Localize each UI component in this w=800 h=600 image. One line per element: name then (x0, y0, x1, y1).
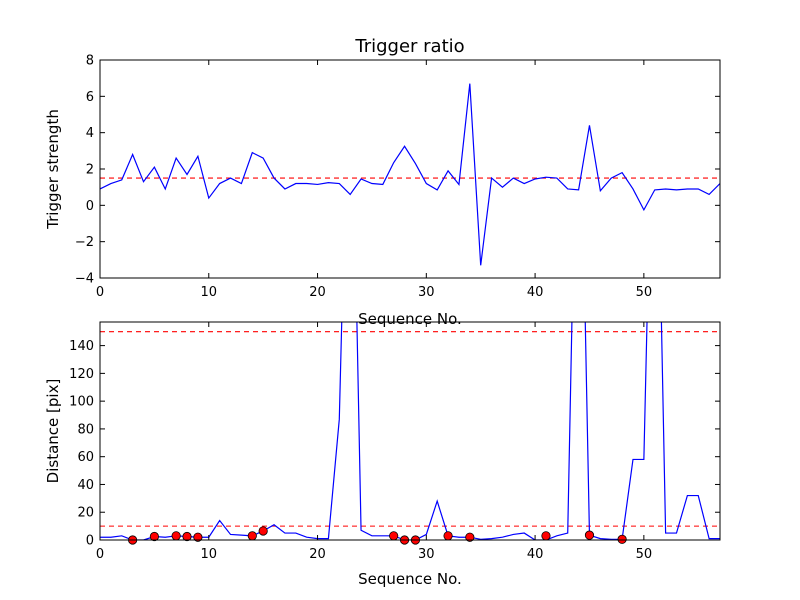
distance-x-tick-label: 20 (309, 547, 326, 562)
trigger-y-axis-label: Trigger strength (44, 109, 62, 230)
distance-y-tick-label: 140 (69, 339, 94, 354)
distance-axes-frame (99, 321, 721, 541)
trigger-x-tick-label: 50 (636, 285, 653, 300)
distance-marker-point (443, 531, 453, 541)
distance-marker-point (171, 531, 181, 541)
distance-y-tick-label: 40 (77, 478, 94, 493)
distance-marker-point (584, 530, 595, 540)
trigger-x-tick-label: 10 (200, 285, 217, 300)
distance-marker-point (258, 526, 268, 536)
distance-y-axis-label: Distance [pix] (44, 379, 62, 484)
distance-marker-point (541, 531, 551, 541)
distance-x-axis-label: Sequence No. (358, 570, 462, 588)
distance-marker-point (247, 531, 257, 541)
trigger-x-axis-label: Sequence No. (358, 310, 462, 328)
trigger-series-line-0 (100, 83, 720, 266)
distance-marker-point (149, 531, 159, 542)
distance-x-tick-label: 40 (527, 547, 544, 562)
trigger-x-tick-label: 20 (309, 285, 326, 300)
distance-marker-point (182, 531, 192, 542)
trigger-x-tick-label: 0 (96, 285, 104, 300)
distance-y-tick-label: 100 (69, 395, 94, 410)
distance-plot-area (100, 322, 720, 540)
trigger-x-tick-label: 40 (527, 285, 544, 300)
distance-y-tick-label: 120 (69, 367, 94, 382)
trigger-ratio-chart: 0 10 20 30 40 50 −4 −2 0 2 4 6 8 Sequence No. Trigger … (44, 36, 721, 328)
distance-marker-point (193, 532, 203, 542)
trigger-y-tick-label: 2 (86, 163, 94, 178)
distance-x-tick-label: 0 (96, 547, 104, 562)
distance-series-line-0 (100, 322, 720, 540)
distance-x-tick-label: 10 (200, 547, 217, 562)
trigger-y-tick-label: −2 (75, 235, 94, 250)
distance-y-tick-label: 0 (86, 534, 94, 549)
trigger-y-tick-label: 0 (86, 199, 94, 214)
distance-y-tick-label: 20 (77, 506, 94, 521)
trigger-y-tick-label: 8 (86, 54, 94, 69)
distance-x-tick-label: 30 (418, 547, 435, 562)
trigger-y-tick-label: 4 (86, 126, 94, 141)
distance-marker-point (389, 531, 399, 541)
trigger-x-tick-label: 30 (418, 285, 435, 300)
trigger-y-tick-label: −4 (75, 272, 94, 287)
trigger-plot-area (100, 83, 720, 266)
distance-marker-point (465, 532, 475, 542)
distance-marker-point (617, 534, 627, 544)
distance-chart: 0 10 20 30 40 50 0 20 40 60 80 100 120 140 Sequence No… (44, 321, 721, 588)
trigger-chart-title: Trigger ratio (354, 36, 464, 57)
distance-y-tick-label: 60 (77, 450, 94, 465)
distance-x-tick-label: 50 (636, 547, 653, 562)
trigger-y-tick-label: 6 (86, 90, 94, 105)
distance-y-tick-label: 80 (77, 422, 94, 437)
